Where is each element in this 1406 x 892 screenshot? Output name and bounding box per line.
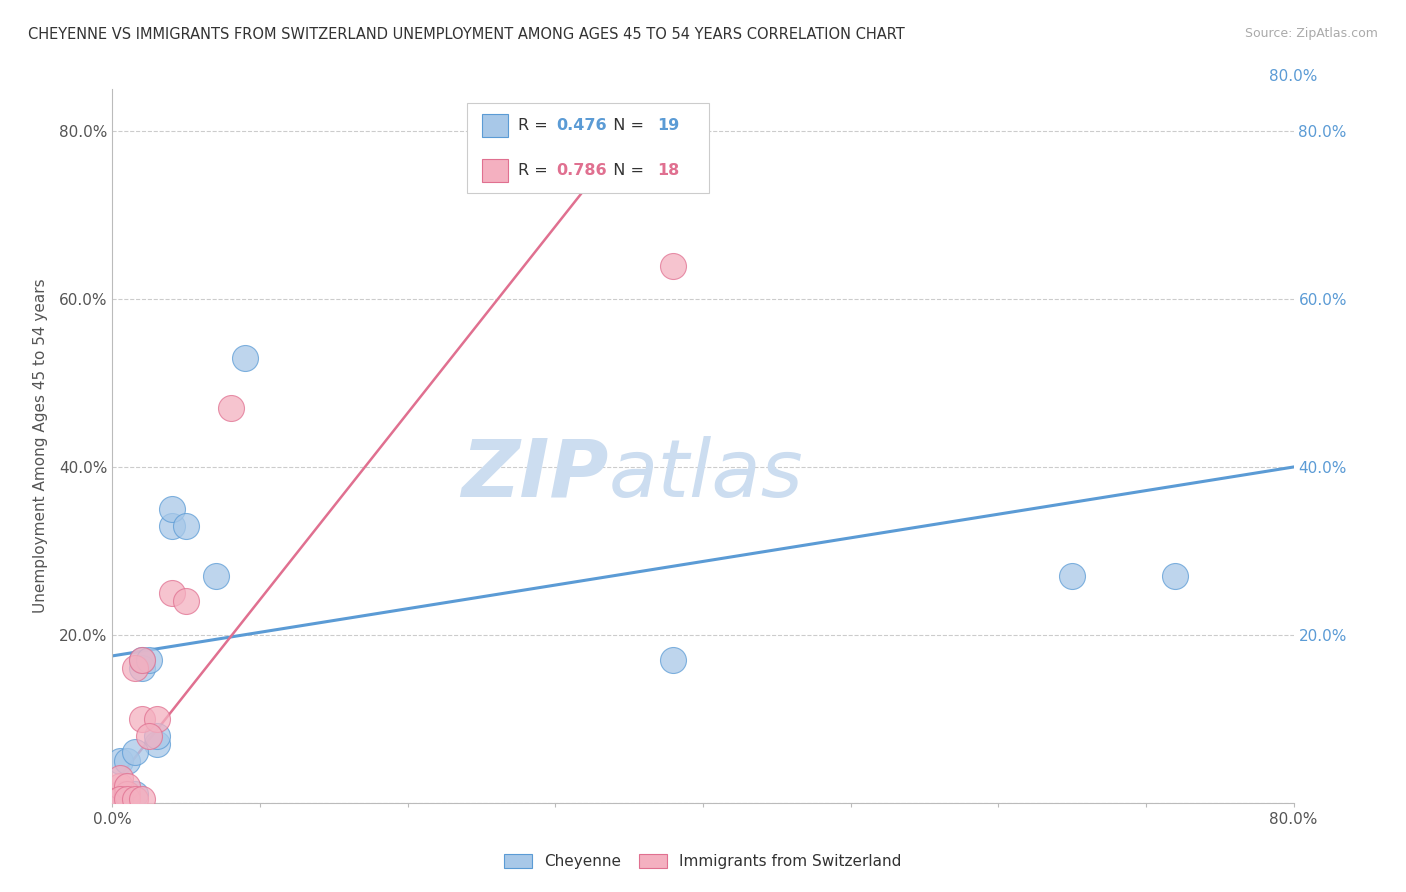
Point <box>174 594 197 608</box>
Text: 19: 19 <box>657 118 679 133</box>
Point <box>160 518 183 533</box>
Point <box>662 653 685 667</box>
Point <box>219 401 242 416</box>
Point <box>108 779 131 793</box>
Point <box>124 788 146 802</box>
Point <box>146 737 169 751</box>
Y-axis label: Unemployment Among Ages 45 to 54 years: Unemployment Among Ages 45 to 54 years <box>32 278 48 614</box>
FancyBboxPatch shape <box>482 159 508 182</box>
Point <box>124 661 146 675</box>
Point <box>1062 569 1084 583</box>
Point <box>117 779 138 793</box>
Point <box>124 791 146 805</box>
Text: 0.476: 0.476 <box>557 118 607 133</box>
Point <box>131 791 153 805</box>
Point <box>233 351 256 365</box>
Text: N =: N = <box>603 118 648 133</box>
Point <box>108 754 131 768</box>
Point <box>117 754 138 768</box>
Point <box>146 712 169 726</box>
Point <box>108 791 131 805</box>
Text: ZIP: ZIP <box>461 435 609 514</box>
Point <box>174 518 197 533</box>
FancyBboxPatch shape <box>467 103 709 193</box>
Text: R =: R = <box>517 118 553 133</box>
Point <box>205 569 228 583</box>
Text: R =: R = <box>517 163 553 178</box>
Point <box>146 729 169 743</box>
Text: atlas: atlas <box>609 435 803 514</box>
FancyBboxPatch shape <box>482 114 508 137</box>
Legend: Cheyenne, Immigrants from Switzerland: Cheyenne, Immigrants from Switzerland <box>498 848 908 875</box>
Text: 18: 18 <box>657 163 679 178</box>
Point <box>108 788 131 802</box>
Point <box>108 771 131 785</box>
Point <box>124 746 146 760</box>
Point <box>108 788 131 802</box>
Point <box>138 729 160 743</box>
Point <box>117 788 138 802</box>
Text: CHEYENNE VS IMMIGRANTS FROM SWITZERLAND UNEMPLOYMENT AMONG AGES 45 TO 54 YEARS C: CHEYENNE VS IMMIGRANTS FROM SWITZERLAND … <box>28 27 905 42</box>
Point <box>160 502 183 516</box>
Point <box>131 661 153 675</box>
Point <box>131 653 153 667</box>
Point <box>138 653 160 667</box>
Text: Source: ZipAtlas.com: Source: ZipAtlas.com <box>1244 27 1378 40</box>
Point <box>662 259 685 273</box>
Point <box>117 791 138 805</box>
Point <box>1164 569 1187 583</box>
Point <box>117 788 138 802</box>
Point <box>131 712 153 726</box>
Text: N =: N = <box>603 163 648 178</box>
Text: 0.786: 0.786 <box>557 163 607 178</box>
Point <box>160 586 183 600</box>
Point <box>131 653 153 667</box>
